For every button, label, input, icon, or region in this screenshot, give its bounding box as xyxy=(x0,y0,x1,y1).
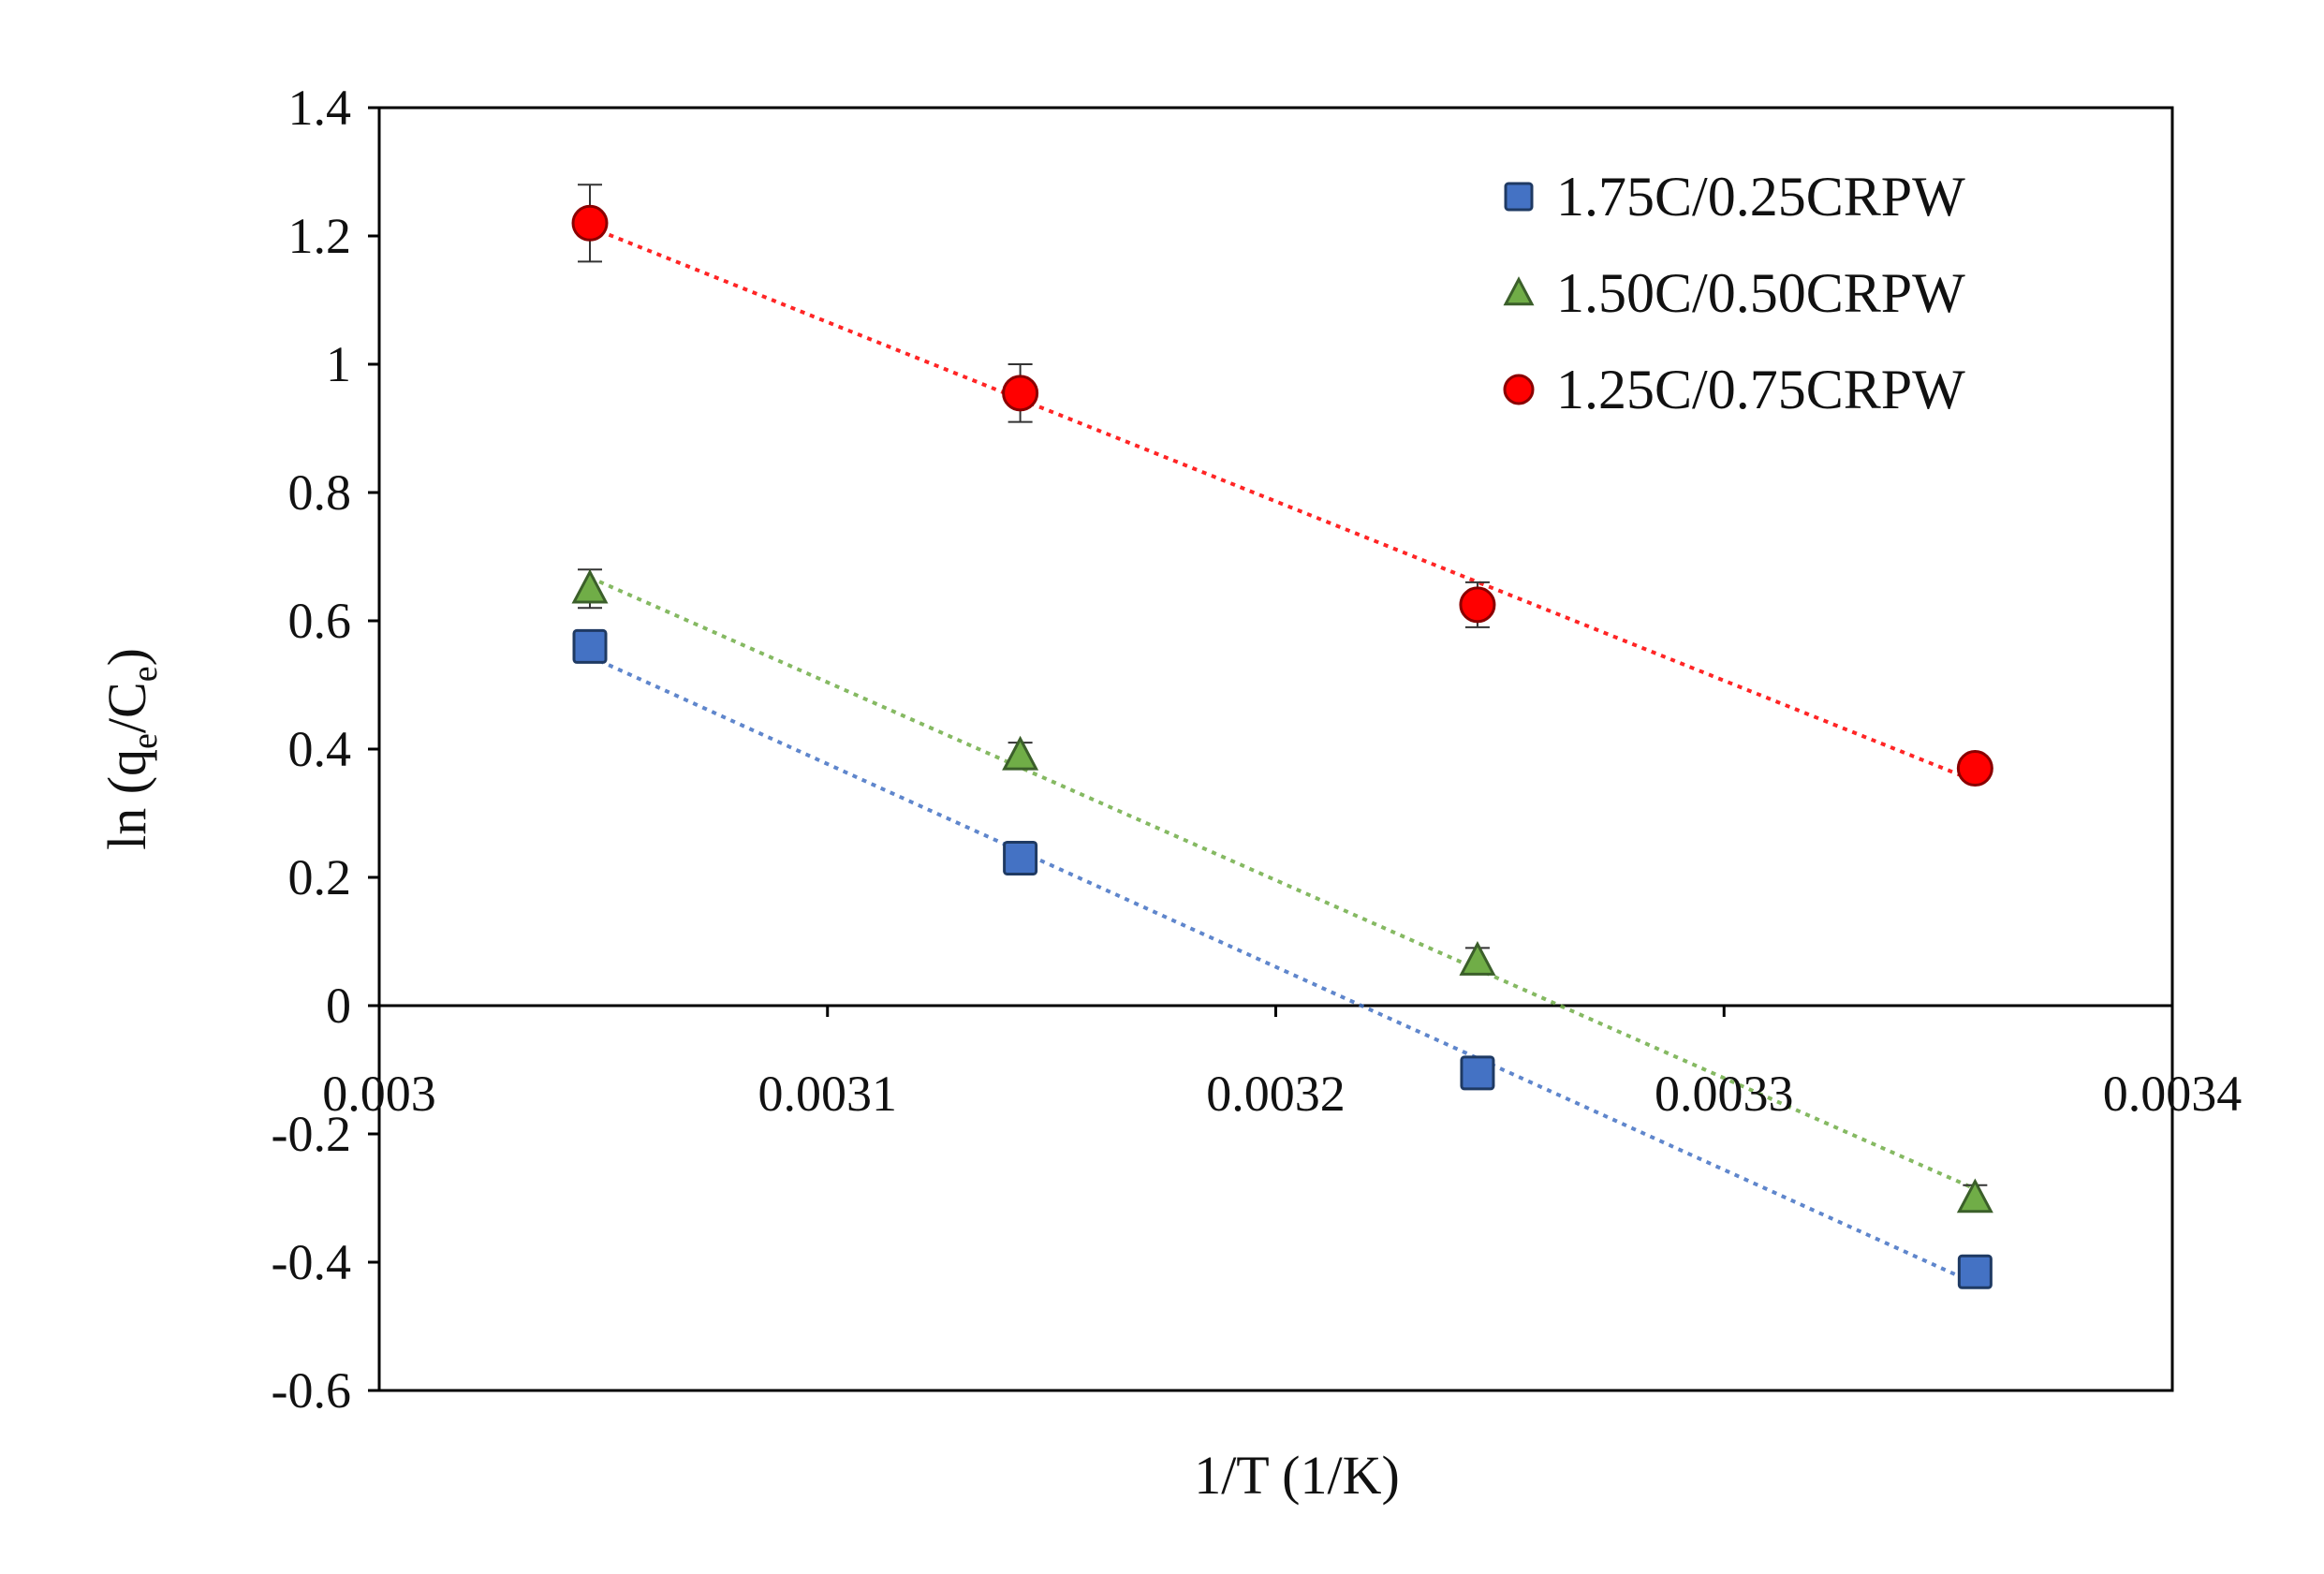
data-point-series-2 xyxy=(1002,735,1039,771)
data-point-series-2 xyxy=(571,568,609,604)
data-point-series-3 xyxy=(571,204,609,242)
plot-area xyxy=(377,106,2174,1392)
legend-marker-1 xyxy=(1504,182,1534,212)
y-axis-title-sub2: e xyxy=(125,666,165,682)
x-tick-label: 0.003 xyxy=(322,1066,436,1122)
y-axis-title-suffix: ) xyxy=(96,648,157,666)
y-tick-label: -0.2 xyxy=(272,1106,351,1162)
y-tick-label: 0 xyxy=(326,978,351,1034)
data-point-series-1 xyxy=(1003,840,1038,875)
y-axis-title-mid: /C xyxy=(96,682,157,733)
trendline-series-1 xyxy=(589,655,1977,1286)
axis-ticks xyxy=(368,106,2174,1392)
y-tick-label: 0.2 xyxy=(288,849,352,905)
y-axis-title: ln (qe/Ce) xyxy=(96,648,165,850)
x-axis-title: 1/T (1/K) xyxy=(1194,1445,1400,1506)
legend-label-3: 1.25C/0.75CRPW xyxy=(1556,359,1965,420)
y-tick-label: 0.8 xyxy=(288,464,352,521)
y-tick-label: 0.4 xyxy=(288,721,352,777)
data-point-series-3 xyxy=(1002,375,1039,412)
data-point-series-2 xyxy=(1956,1178,1993,1214)
y-tick-label: -0.6 xyxy=(272,1362,351,1419)
legend-marker-3 xyxy=(1503,374,1535,405)
data-point-series-2 xyxy=(1459,940,1496,976)
legend: 1.75C/0.25CRPW 1.50C/0.50CRPW 1.25C/0.75CR… xyxy=(1503,166,1965,420)
x-tick-label: 0.0032 xyxy=(1206,1066,1346,1122)
tick-labels: -0.6 -0.4 -0.2 0 0.2 0.4 0.6 0.8 1 1.2 1.4 0.003 0.0… xyxy=(272,80,2243,1419)
data-point-series-3 xyxy=(1459,586,1496,624)
x-tick-label: 0.0033 xyxy=(1655,1066,1794,1122)
data-point-series-1 xyxy=(572,628,608,664)
data-points xyxy=(571,204,1993,1289)
trendline-series-3 xyxy=(589,225,1977,783)
data-point-series-1 xyxy=(1957,1254,1993,1289)
data-point-series-3 xyxy=(1956,750,1993,787)
legend-marker-2 xyxy=(1503,276,1535,306)
trendlines xyxy=(589,225,1977,1286)
y-tick-label: -0.4 xyxy=(272,1234,351,1290)
y-tick-label: 1 xyxy=(326,336,351,392)
y-tick-label: 1.2 xyxy=(288,208,352,264)
y-axis-title-sub1: e xyxy=(125,733,165,749)
data-point-series-1 xyxy=(1460,1055,1495,1091)
y-tick-label: 1.4 xyxy=(288,80,352,136)
y-axis-title-prefix: ln (q xyxy=(96,749,157,850)
x-tick-label: 0.0034 xyxy=(2103,1066,2243,1122)
legend-label-1: 1.75C/0.25CRPW xyxy=(1556,166,1965,228)
legend-label-2: 1.50C/0.50CRPW xyxy=(1556,262,1965,324)
y-tick-label: 0.6 xyxy=(288,593,352,649)
x-tick-label: 0.0031 xyxy=(758,1066,898,1122)
